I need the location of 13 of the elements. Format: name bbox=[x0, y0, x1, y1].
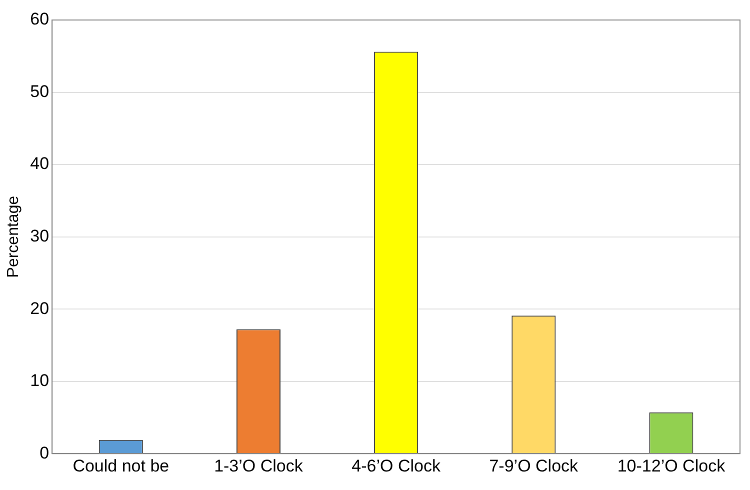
y-tick-label: 40 bbox=[30, 154, 50, 174]
x-tick-label: 10-12’O Clock bbox=[617, 456, 726, 476]
x-tick-label: 7-9’O Clock bbox=[489, 456, 579, 476]
x-tick-label: 4-6’O Clock bbox=[352, 456, 441, 476]
y-tick-label: 0 bbox=[40, 443, 50, 462]
y-tick-label: 60 bbox=[30, 10, 50, 29]
x-tick-label: 1-3’O Clock bbox=[214, 456, 304, 476]
y-tick-label: 30 bbox=[30, 226, 50, 246]
y-axis-title: Percentage bbox=[5, 196, 22, 278]
y-tick-label: 20 bbox=[30, 298, 50, 318]
y-tick-label: 50 bbox=[30, 82, 50, 101]
y-tick-label: 10 bbox=[30, 371, 50, 390]
x-tick-label: Could not be bbox=[72, 456, 170, 476]
